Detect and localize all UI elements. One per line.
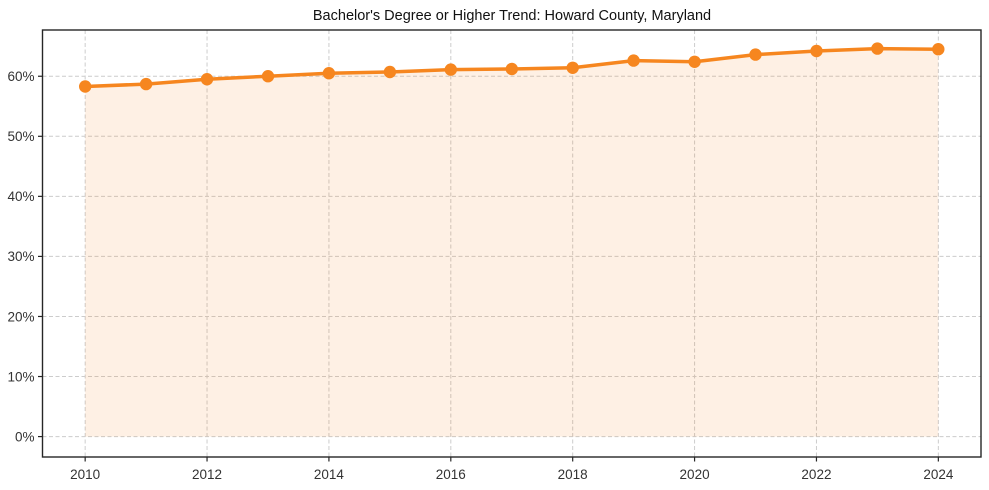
x-tick-label: 2022	[801, 467, 831, 482]
area-fill	[85, 48, 939, 437]
x-tick-label: 2018	[558, 467, 588, 482]
y-tick-label: 50%	[7, 129, 34, 144]
y-tick-label: 40%	[7, 189, 34, 204]
data-point-marker	[322, 67, 336, 80]
data-point-marker	[261, 70, 275, 83]
data-point-marker	[810, 44, 823, 58]
y-tick-label: 30%	[7, 249, 34, 264]
plot-border	[41, 29, 982, 458]
data-point-marker	[932, 43, 945, 56]
y-tick-label: 0%	[15, 429, 35, 444]
data-point-marker	[627, 54, 640, 67]
data-point-marker	[749, 48, 762, 61]
y-tick-label: 60%	[7, 69, 34, 84]
y-tick-label: 10%	[7, 369, 34, 384]
data-point-marker	[444, 63, 457, 76]
x-tick-label: 2020	[680, 467, 710, 482]
data-point-marker	[200, 73, 214, 86]
chart-title: Bachelor's Degree or Higher Trend: Howar…	[312, 8, 712, 24]
y-tick-label: 20%	[7, 309, 34, 324]
x-tick-label: 2024	[923, 467, 954, 482]
data-point-marker	[505, 62, 518, 76]
x-tick-label: 2016	[436, 467, 466, 482]
data-point-marker	[871, 42, 884, 55]
x-tick-label: 2012	[192, 467, 222, 482]
data-point-marker	[566, 61, 579, 74]
x-tick-label: 2014	[314, 467, 345, 482]
data-point-marker	[688, 55, 701, 68]
x-tick-label: 2010	[70, 467, 100, 482]
data-point-marker	[79, 80, 92, 93]
data-point-marker	[139, 77, 153, 91]
data-point-marker	[383, 65, 397, 79]
